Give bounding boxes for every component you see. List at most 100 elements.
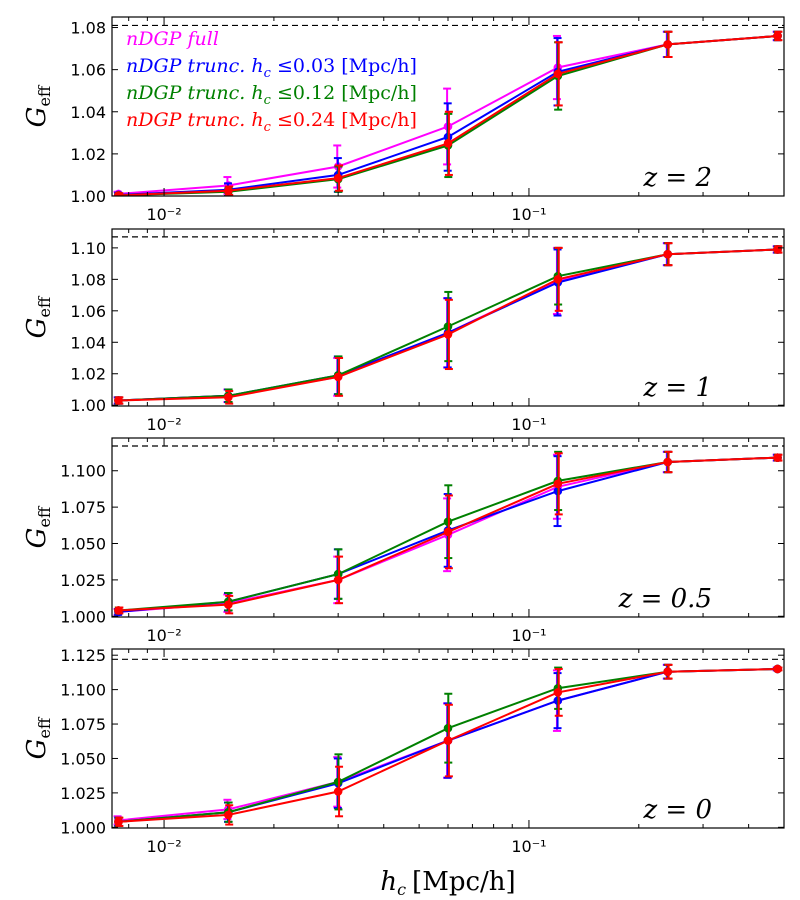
x-tick-label: 10⁻¹ [511, 626, 546, 645]
legend-entry-1: nDGP full [126, 28, 219, 50]
data-point [333, 173, 343, 183]
panel-2: 1.00 1.02 1.04 1.06 1.08 1.10 10⁻² 10⁻¹ Geff z = … [22, 228, 785, 434]
data-point [663, 457, 672, 467]
y-tick-label: 1.02 [70, 365, 106, 384]
legend-entry-rest: ≤0.12 [Mpc/h] [271, 82, 417, 104]
y-tick-label: 1.100 [60, 681, 106, 700]
y-axis-label-sub: eff [35, 505, 54, 527]
y-tick-label: 1.04 [70, 103, 106, 122]
y-tick-label: 1.025 [60, 571, 106, 590]
x-tick-label: 10⁻² [146, 837, 181, 856]
legend-entry-label: nDGP trunc. h [126, 55, 264, 77]
redshift-label: z = 0 [642, 795, 712, 825]
x-axis-label-main: h [380, 867, 397, 897]
legend-entry-2: nDGP trunc. hc ≤0.03 [Mpc/h] [126, 55, 417, 81]
data-point [224, 393, 233, 402]
panel-data [113, 30, 783, 196]
x-axis-label-unit: [Mpc/h] [412, 867, 516, 897]
data-point [224, 186, 233, 196]
legend-entry-sub: c [264, 93, 272, 108]
x-tick-label: 10⁻² [146, 626, 181, 645]
legend-entry-rest: ≤0.24 [Mpc/h] [271, 109, 417, 131]
y-tick-label: 1.00 [70, 396, 106, 415]
y-tick-label: 1.02 [70, 145, 106, 164]
data-point [663, 249, 672, 259]
data-point [553, 275, 563, 284]
y-tick-label: 1.025 [60, 784, 106, 803]
data-point [773, 453, 782, 462]
y-tick-label: 1.125 [60, 646, 106, 665]
x-axis-label-sub: c [397, 880, 406, 899]
panel-data [113, 663, 783, 827]
y-axis-label-sub: eff [35, 295, 54, 317]
data-point [553, 479, 563, 489]
data-point [553, 688, 563, 697]
y-axis-label: Geff [22, 505, 54, 548]
data-point [663, 40, 672, 49]
data-point [773, 664, 782, 674]
y-tick-label: 1.100 [60, 462, 106, 481]
y-tick-label: 1.000 [60, 818, 106, 837]
x-tick-label: 10⁻¹ [511, 415, 546, 434]
y-tick-label: 1.050 [60, 749, 106, 768]
y-tick-label: 1.06 [70, 302, 106, 321]
data-point [333, 787, 343, 796]
data-point [553, 69, 563, 79]
data-point [443, 330, 453, 339]
y-axis-label-main: G [22, 107, 52, 128]
data-point [443, 527, 453, 537]
y-tick-label: 1.000 [60, 607, 106, 626]
redshift-label: z = 1 [642, 373, 712, 403]
data-point [663, 667, 672, 677]
series-4 [114, 242, 783, 405]
y-tick-label: 1.04 [70, 333, 106, 352]
y-tick-label: 1.00 [70, 187, 106, 206]
y-axis-label: Geff [22, 716, 54, 759]
panel-data [113, 450, 783, 617]
y-axis-label-main: G [22, 739, 52, 760]
x-axis-label: hc [Mpc/h] [380, 867, 515, 899]
legend-entry-sub: c [264, 66, 272, 81]
y-tick-label: 1.08 [70, 270, 106, 289]
data-point [773, 245, 782, 254]
data-point [443, 736, 453, 745]
data-point [333, 575, 343, 585]
legend-entry-label: nDGP trunc. h [126, 82, 264, 104]
data-point [114, 817, 123, 827]
series-4 [114, 30, 783, 196]
legend-entry-3: nDGP trunc. hc ≤0.12 [Mpc/h] [126, 82, 417, 108]
series-4 [114, 663, 783, 827]
legend-entry-sub: c [264, 120, 272, 135]
y-axis-label-main: G [22, 528, 52, 549]
data-point [224, 810, 233, 820]
legend-entry-rest: ≤0.03 [Mpc/h] [271, 55, 417, 77]
data-point [114, 606, 123, 615]
redshift-label: z = 0.5 [618, 584, 712, 614]
legend-entry-4: nDGP trunc. hc ≤0.24 [Mpc/h] [126, 109, 417, 135]
panel-data [113, 242, 783, 405]
y-tick-label: 1.075 [60, 498, 106, 517]
y-tick-label: 1.075 [60, 715, 106, 734]
y-axis-label: Geff [22, 295, 54, 338]
panel-3: 1.000 1.025 1.050 1.075 1.100 10⁻² 10⁻¹ Geff z =… [22, 437, 785, 645]
panel-4: 1.000 1.025 1.050 1.075 1.100 1.125 10⁻² 10⁻¹ Ge… [22, 646, 785, 856]
data-point [443, 139, 453, 148]
data-point [773, 31, 782, 41]
data-point [333, 372, 343, 382]
y-tick-label: 1.06 [70, 61, 106, 80]
data-point [114, 396, 123, 405]
y-axis-label: Geff [22, 84, 54, 127]
x-tick-label: 10⁻¹ [511, 837, 546, 856]
y-tick-label: 1.08 [70, 19, 106, 38]
y-axis-label-sub: eff [35, 716, 54, 738]
panel-1: 1.00 1.02 1.04 1.06 1.08 10⁻² 10⁻¹ Geff z = 2 [22, 16, 785, 224]
series-4 [114, 450, 783, 615]
y-tick-label: 1.050 [60, 535, 106, 554]
legend-entry-label: nDGP trunc. h [126, 109, 264, 131]
data-point [114, 191, 123, 196]
x-tick-label: 10⁻² [146, 415, 181, 434]
y-axis-label-main: G [22, 318, 52, 339]
y-tick-label: 1.10 [70, 239, 106, 258]
